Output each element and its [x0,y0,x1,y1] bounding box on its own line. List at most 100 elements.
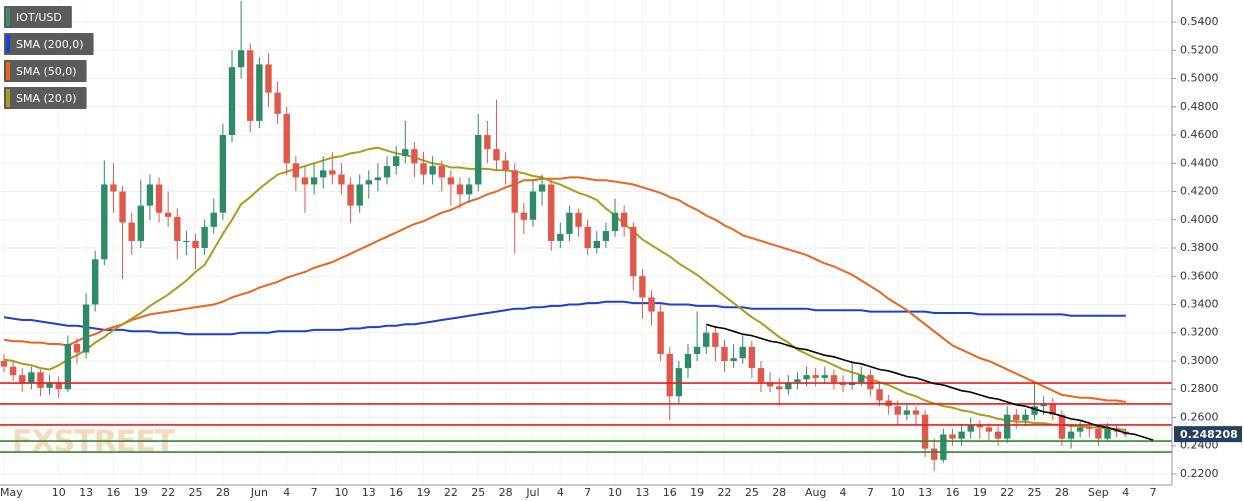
candle-body [520,212,528,220]
candle-body [620,212,628,227]
candle-body [657,311,664,354]
y-tick-label: 0.3800 [1180,241,1219,254]
candle-body [921,414,929,449]
candle-body [237,50,245,68]
axes: 0.22000.24000.26000.28000.30000.32000.34… [0,15,1242,499]
candle-body [803,375,810,380]
y-tick-label: 0.3200 [1180,326,1219,339]
y-tick-label: 0.3600 [1180,269,1219,282]
candle-body [1031,406,1038,415]
x-tick-label: 7 [1150,486,1157,499]
candle-body [876,389,883,401]
candle-body [456,184,464,195]
candle-body [411,149,418,164]
y-tick-label: 0.5000 [1180,72,1219,85]
legend-label: SMA (50,0) [16,65,77,78]
candle-body [274,92,281,114]
candle-body [365,180,372,185]
candle-body [465,184,473,195]
candle-body [648,297,655,312]
candle-body [128,222,135,241]
candle-body [119,191,126,223]
x-tick-label: 4 [283,486,290,499]
candle-body [110,184,117,192]
x-tick-label: 7 [867,486,874,499]
candle-body [739,346,746,359]
x-tick-label: 22 [717,486,731,499]
candle-body [73,344,81,353]
sma-line [3,146,1126,432]
candle-body [776,386,783,390]
candle-body [511,170,518,213]
candle-body [1040,403,1047,407]
price-tag [1174,426,1242,443]
candle-body [812,375,819,378]
candle-body [721,346,728,361]
candle-body [19,375,26,384]
legend: IOT/USD SMA (200,0) SMA (50,0) SMA (20,0) [4,6,94,109]
legend-box [4,60,87,82]
candle-body [92,259,99,305]
x-tick-label: 25 [189,486,203,499]
candle-body [219,135,227,213]
x-tick-label: 28 [1055,486,1069,499]
x-tick-label: 7 [311,486,318,499]
candle-body [538,184,546,192]
x-tick-label: 19 [134,486,148,499]
x-tick-label: 22 [161,486,175,499]
candle-body [858,375,865,383]
candle-body [383,166,391,178]
candle-body [757,368,765,383]
candle-body [420,163,427,175]
x-tick-label: 25 [471,486,485,499]
legend-box [4,87,87,109]
candle-body [821,375,828,378]
candle-body [593,240,600,249]
candle-body [985,427,993,432]
candle-body [748,346,756,369]
x-tick-label: 22 [444,486,458,499]
y-tick-label: 0.4800 [1180,100,1219,113]
candle-body [693,346,701,354]
candle-body [329,170,336,175]
candle-body [684,353,692,369]
candle-body [575,212,582,227]
watermark: FXSTREET [12,425,176,460]
candle-body [374,177,382,181]
legend-swatch [6,89,10,107]
candle-body [940,434,947,460]
candle-body [192,240,199,249]
candle-body [475,135,482,185]
candle-body [1067,431,1075,439]
candle-body [356,184,363,206]
candle-body [712,332,719,347]
candle-body [794,379,801,383]
legend-label: IOT/USD [16,11,62,24]
candle-body [46,382,53,388]
x-tick-label: May [0,486,23,499]
candle-body [566,212,573,234]
x-tick-label: 16 [389,486,403,499]
x-tick-label: 25 [1028,486,1042,499]
x-tick-label: 10 [608,486,622,499]
candle-body [766,382,774,387]
candle-body [310,177,318,185]
y-tick-label: 0.5200 [1180,43,1219,56]
y-tick-label: 0.4200 [1180,185,1219,198]
candle-body [146,184,154,206]
candle-body [164,212,172,217]
legend-label: SMA (20,0) [16,92,77,105]
candle-body [949,434,956,439]
x-tick-label: 19 [417,486,431,499]
x-tick-label: 16 [663,486,677,499]
candle-body [447,177,455,185]
candle-body [1104,428,1111,439]
candle-body [228,67,236,136]
legend-box [4,6,72,28]
candle-body [548,184,555,241]
candle-body [155,184,163,213]
candle-body [557,233,564,241]
candle-body [283,113,290,164]
candle-body [994,431,1002,439]
